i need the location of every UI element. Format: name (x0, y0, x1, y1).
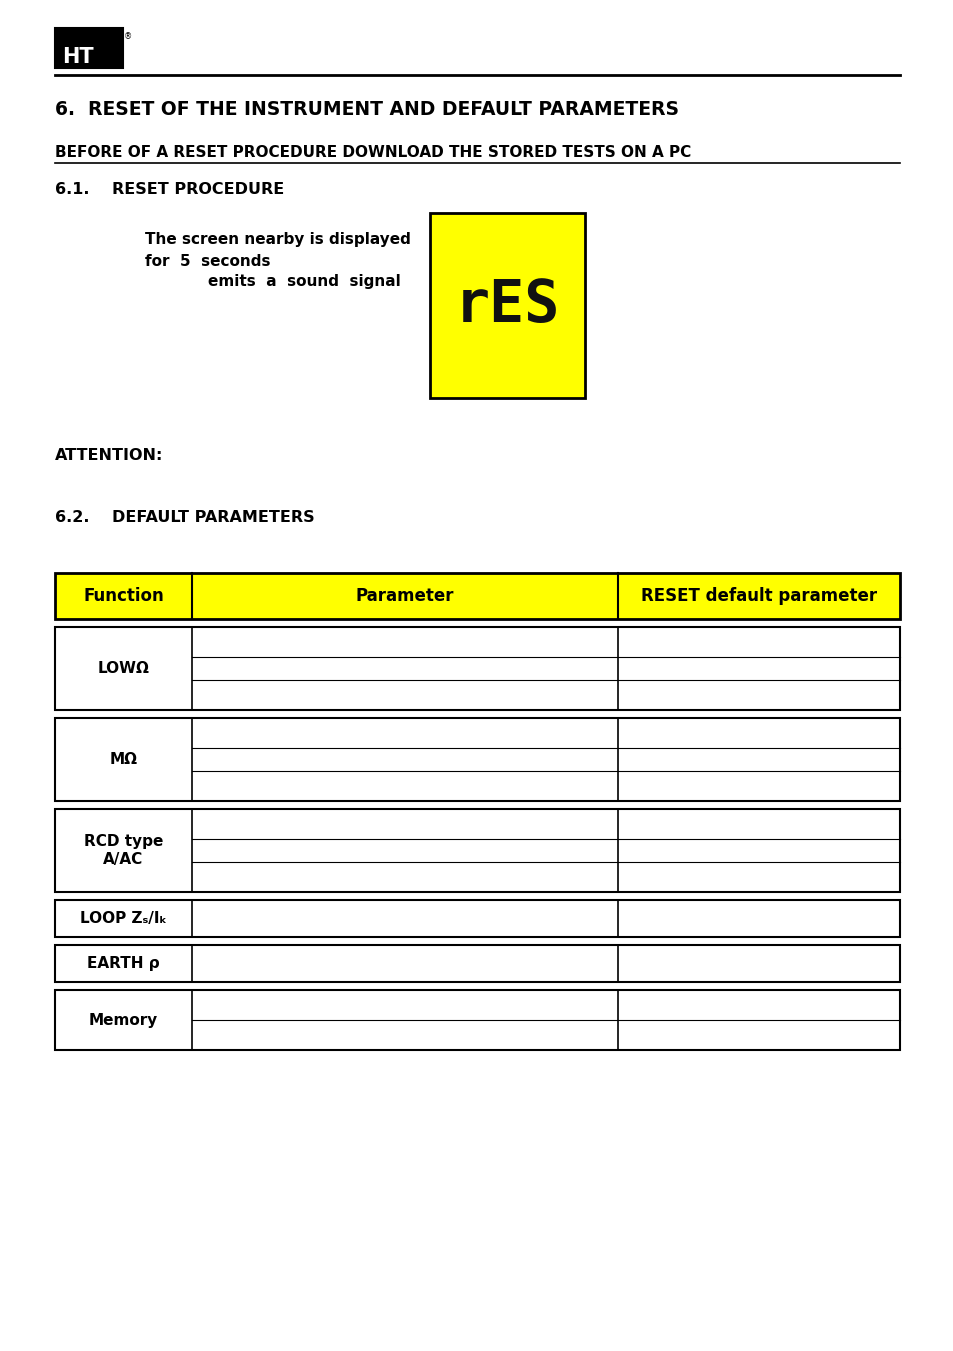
Bar (55, 717, 899, 801)
Bar (55, 809, 899, 892)
Text: MΩ: MΩ (110, 753, 137, 767)
Bar (430, 213, 584, 399)
Bar (55, 573, 899, 619)
Bar (55, 944, 899, 982)
Text: RCD type
A/AC: RCD type A/AC (84, 835, 163, 867)
Text: EARTH ρ: EARTH ρ (87, 957, 160, 971)
Text: ATTENTION:: ATTENTION: (55, 449, 163, 463)
Text: LOOP Zₛ/Iₖ: LOOP Zₛ/Iₖ (80, 911, 167, 925)
Text: emits  a  sound  signal: emits a sound signal (145, 274, 400, 289)
Text: Memory: Memory (89, 1012, 158, 1028)
Text: HT: HT (62, 47, 93, 68)
Text: 6.2.    DEFAULT PARAMETERS: 6.2. DEFAULT PARAMETERS (55, 509, 314, 526)
Text: BEFORE OF A RESET PROCEDURE DOWNLOAD THE STORED TESTS ON A PC: BEFORE OF A RESET PROCEDURE DOWNLOAD THE… (55, 145, 691, 159)
Bar (55, 28, 123, 68)
Text: RESET default parameter: RESET default parameter (640, 586, 876, 605)
Text: Function: Function (83, 586, 164, 605)
Text: 6.1.    RESET PROCEDURE: 6.1. RESET PROCEDURE (55, 182, 284, 197)
Text: 6.  RESET OF THE INSTRUMENT AND DEFAULT PARAMETERS: 6. RESET OF THE INSTRUMENT AND DEFAULT P… (55, 100, 679, 119)
Text: The screen nearby is displayed: The screen nearby is displayed (145, 232, 411, 247)
Text: LOWΩ: LOWΩ (97, 661, 150, 676)
Text: for  5  seconds: for 5 seconds (145, 254, 271, 269)
Text: ®: ® (124, 32, 132, 41)
Text: Parameter: Parameter (355, 586, 454, 605)
Bar (55, 627, 899, 711)
Bar (55, 990, 899, 1050)
Bar (55, 900, 899, 938)
Text: rES: rES (455, 277, 559, 334)
